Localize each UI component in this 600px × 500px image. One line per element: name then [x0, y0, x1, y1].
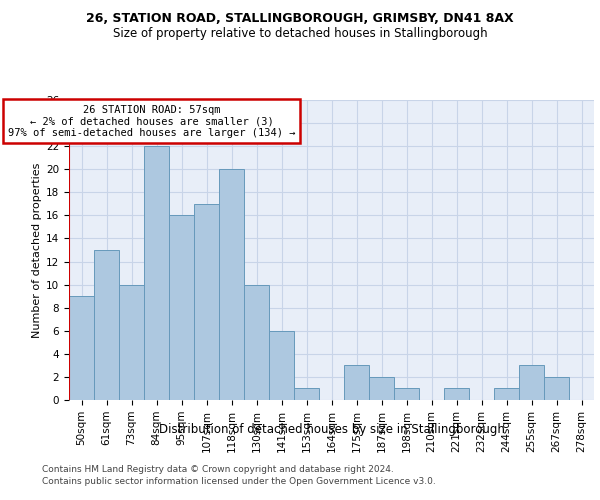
Bar — [94, 250, 119, 400]
Bar — [144, 146, 169, 400]
Text: Contains public sector information licensed under the Open Government Licence v3: Contains public sector information licen… — [42, 478, 436, 486]
Text: Contains HM Land Registry data © Crown copyright and database right 2024.: Contains HM Land Registry data © Crown c… — [42, 465, 394, 474]
Text: Distribution of detached houses by size in Stallingborough: Distribution of detached houses by size … — [159, 422, 505, 436]
Bar — [344, 366, 369, 400]
Bar — [394, 388, 419, 400]
Bar — [444, 388, 469, 400]
Bar — [269, 331, 294, 400]
Bar — [194, 204, 219, 400]
Bar — [169, 216, 194, 400]
Bar — [494, 388, 519, 400]
Bar — [219, 169, 244, 400]
Text: Size of property relative to detached houses in Stallingborough: Size of property relative to detached ho… — [113, 28, 487, 40]
Bar — [369, 377, 394, 400]
Text: 26 STATION ROAD: 57sqm
← 2% of detached houses are smaller (3)
97% of semi-detac: 26 STATION ROAD: 57sqm ← 2% of detached … — [8, 104, 295, 138]
Bar — [244, 284, 269, 400]
Bar — [544, 377, 569, 400]
Bar — [119, 284, 144, 400]
Y-axis label: Number of detached properties: Number of detached properties — [32, 162, 42, 338]
Bar — [519, 366, 544, 400]
Bar — [294, 388, 319, 400]
Bar — [69, 296, 94, 400]
Text: 26, STATION ROAD, STALLINGBOROUGH, GRIMSBY, DN41 8AX: 26, STATION ROAD, STALLINGBOROUGH, GRIMS… — [86, 12, 514, 26]
